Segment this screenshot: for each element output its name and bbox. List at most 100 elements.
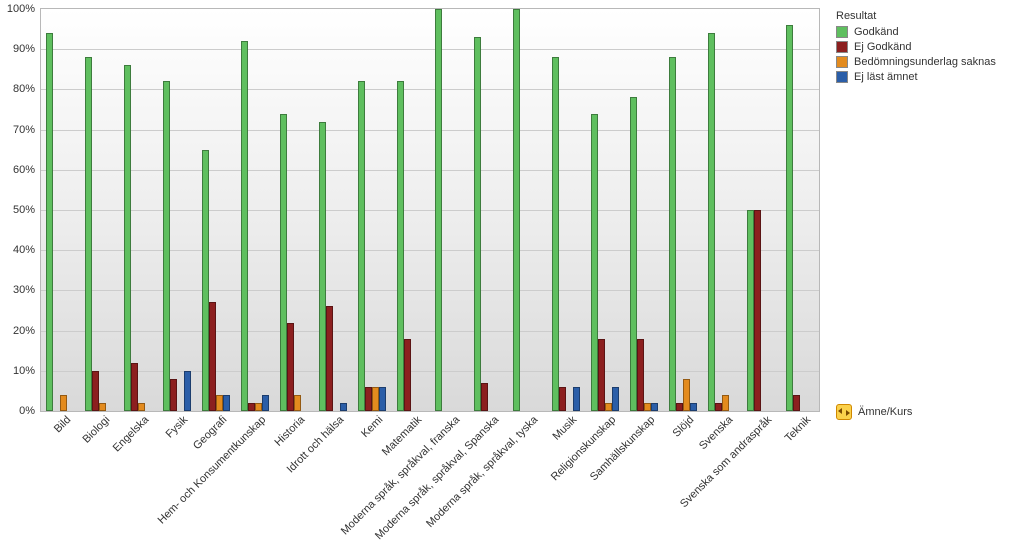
bar-godkand bbox=[85, 57, 92, 411]
bar-ej_godkand bbox=[209, 302, 216, 411]
x-tick-label: Slöjd bbox=[668, 411, 697, 440]
category-group: Moderna språk, språkval, Spanska bbox=[469, 9, 508, 411]
bar-godkand bbox=[241, 41, 248, 411]
bar-godkand bbox=[708, 33, 715, 411]
category-group: Musik bbox=[547, 9, 586, 411]
bar-bedom_saknas bbox=[294, 395, 301, 411]
legend-item: Ej läst ämnet bbox=[836, 71, 996, 83]
y-tick-label: 0% bbox=[19, 405, 41, 417]
bar-ej_last bbox=[223, 395, 230, 411]
legend-label: Godkänd bbox=[854, 26, 899, 38]
category-group: Slöjd bbox=[663, 9, 702, 411]
bar-godkand bbox=[124, 65, 131, 411]
category-group: Idrott och hälsa bbox=[313, 9, 352, 411]
y-tick-label: 10% bbox=[13, 365, 41, 377]
category-group: Svenska som andraspråk bbox=[741, 9, 780, 411]
bar-bedom_saknas bbox=[216, 395, 223, 411]
bar-godkand bbox=[747, 210, 754, 411]
bar-ej_godkand bbox=[131, 363, 138, 411]
bar-ej_godkand bbox=[326, 306, 333, 411]
legend-label: Ej Godkänd bbox=[854, 41, 911, 53]
bar-godkand bbox=[669, 57, 676, 411]
bar-godkand bbox=[397, 81, 404, 411]
legend: Resultat Godkänd Ej Godkänd Bedömningsunde… bbox=[836, 10, 996, 86]
category-group: Historia bbox=[274, 9, 313, 411]
category-group: Moderna språk, språkval, franska bbox=[430, 9, 469, 411]
bar-godkand bbox=[630, 97, 637, 411]
x-tick-label: Fysik bbox=[161, 411, 190, 440]
bar-bedom_saknas bbox=[683, 379, 690, 411]
y-tick-label: 100% bbox=[7, 3, 41, 15]
bar-ej_godkand bbox=[715, 403, 722, 411]
bar-ej_godkand bbox=[404, 339, 411, 411]
x-axis-title: Ämne/Kurs bbox=[836, 404, 912, 420]
y-tick-label: 40% bbox=[13, 244, 41, 256]
legend-label: Ej läst ämnet bbox=[854, 71, 918, 83]
category-group: Fysik bbox=[158, 9, 197, 411]
legend-swatch bbox=[836, 71, 848, 83]
y-tick-label: 90% bbox=[13, 43, 41, 55]
bar-ej_last bbox=[690, 403, 697, 411]
bar-bedom_saknas bbox=[255, 403, 262, 411]
category-group: Bild bbox=[41, 9, 80, 411]
bar-bedom_saknas bbox=[605, 403, 612, 411]
bar-ej_godkand bbox=[248, 403, 255, 411]
bar-ej_godkand bbox=[481, 383, 488, 411]
bar-godkand bbox=[46, 33, 53, 411]
bar-bedom_saknas bbox=[644, 403, 651, 411]
bar-godkand bbox=[552, 57, 559, 411]
x-tick-label: Teknik bbox=[779, 411, 812, 444]
y-tick-label: 30% bbox=[13, 284, 41, 296]
bar-ej_godkand bbox=[793, 395, 800, 411]
bar-godkand bbox=[202, 150, 209, 411]
category-group: Biologi bbox=[80, 9, 119, 411]
swap-axis-icon[interactable] bbox=[836, 404, 852, 420]
bar-bedom_saknas bbox=[60, 395, 67, 411]
bar-bedom_saknas bbox=[372, 387, 379, 411]
bar-godkand bbox=[358, 81, 365, 411]
bar-ej_godkand bbox=[92, 371, 99, 411]
x-tick-label: Bild bbox=[49, 411, 73, 435]
legend-swatch bbox=[836, 56, 848, 68]
legend-swatch bbox=[836, 26, 848, 38]
y-tick-label: 70% bbox=[13, 124, 41, 136]
bar-ej_last bbox=[184, 371, 191, 411]
bar-ej_godkand bbox=[676, 403, 683, 411]
category-group: Matematik bbox=[391, 9, 430, 411]
bar-godkand bbox=[474, 37, 481, 411]
y-tick-label: 50% bbox=[13, 204, 41, 216]
bar-ej_godkand bbox=[365, 387, 372, 411]
bar-godkand bbox=[513, 9, 520, 411]
legend-item: Godkänd bbox=[836, 26, 996, 38]
bar-ej_last bbox=[573, 387, 580, 411]
legend-title: Resultat bbox=[836, 10, 996, 22]
legend-item: Bedömningsunderlag saknas bbox=[836, 56, 996, 68]
legend-item: Ej Godkänd bbox=[836, 41, 996, 53]
x-tick-label: Musik bbox=[548, 411, 580, 443]
bar-ej_last bbox=[612, 387, 619, 411]
legend-label: Bedömningsunderlag saknas bbox=[854, 56, 996, 68]
x-axis-label: Ämne/Kurs bbox=[858, 406, 912, 418]
category-group: Engelska bbox=[119, 9, 158, 411]
legend-swatch bbox=[836, 41, 848, 53]
bar-ej_godkand bbox=[287, 323, 294, 411]
bar-ej_last bbox=[651, 403, 658, 411]
bar-godkand bbox=[319, 122, 326, 411]
bar-godkand bbox=[163, 81, 170, 411]
bar-bedom_saknas bbox=[722, 395, 729, 411]
bar-godkand bbox=[435, 9, 442, 411]
category-group: Svenska bbox=[702, 9, 741, 411]
category-group: Geografi bbox=[197, 9, 236, 411]
category-group: Kemi bbox=[352, 9, 391, 411]
bar-ej_godkand bbox=[170, 379, 177, 411]
bar-ej_last bbox=[379, 387, 386, 411]
bar-ej_godkand bbox=[559, 387, 566, 411]
bar-ej_last bbox=[340, 403, 347, 411]
bar-godkand bbox=[786, 25, 793, 411]
bar-godkand bbox=[280, 114, 287, 411]
x-tick-label: Kemi bbox=[356, 411, 385, 440]
category-group: Teknik bbox=[780, 9, 819, 411]
chart-container: 0%10%20%30%40%50%60%70%80%90%100%BildBio… bbox=[0, 0, 1017, 538]
x-tick-label: Engelska bbox=[108, 411, 151, 454]
bar-ej_godkand bbox=[754, 210, 761, 411]
